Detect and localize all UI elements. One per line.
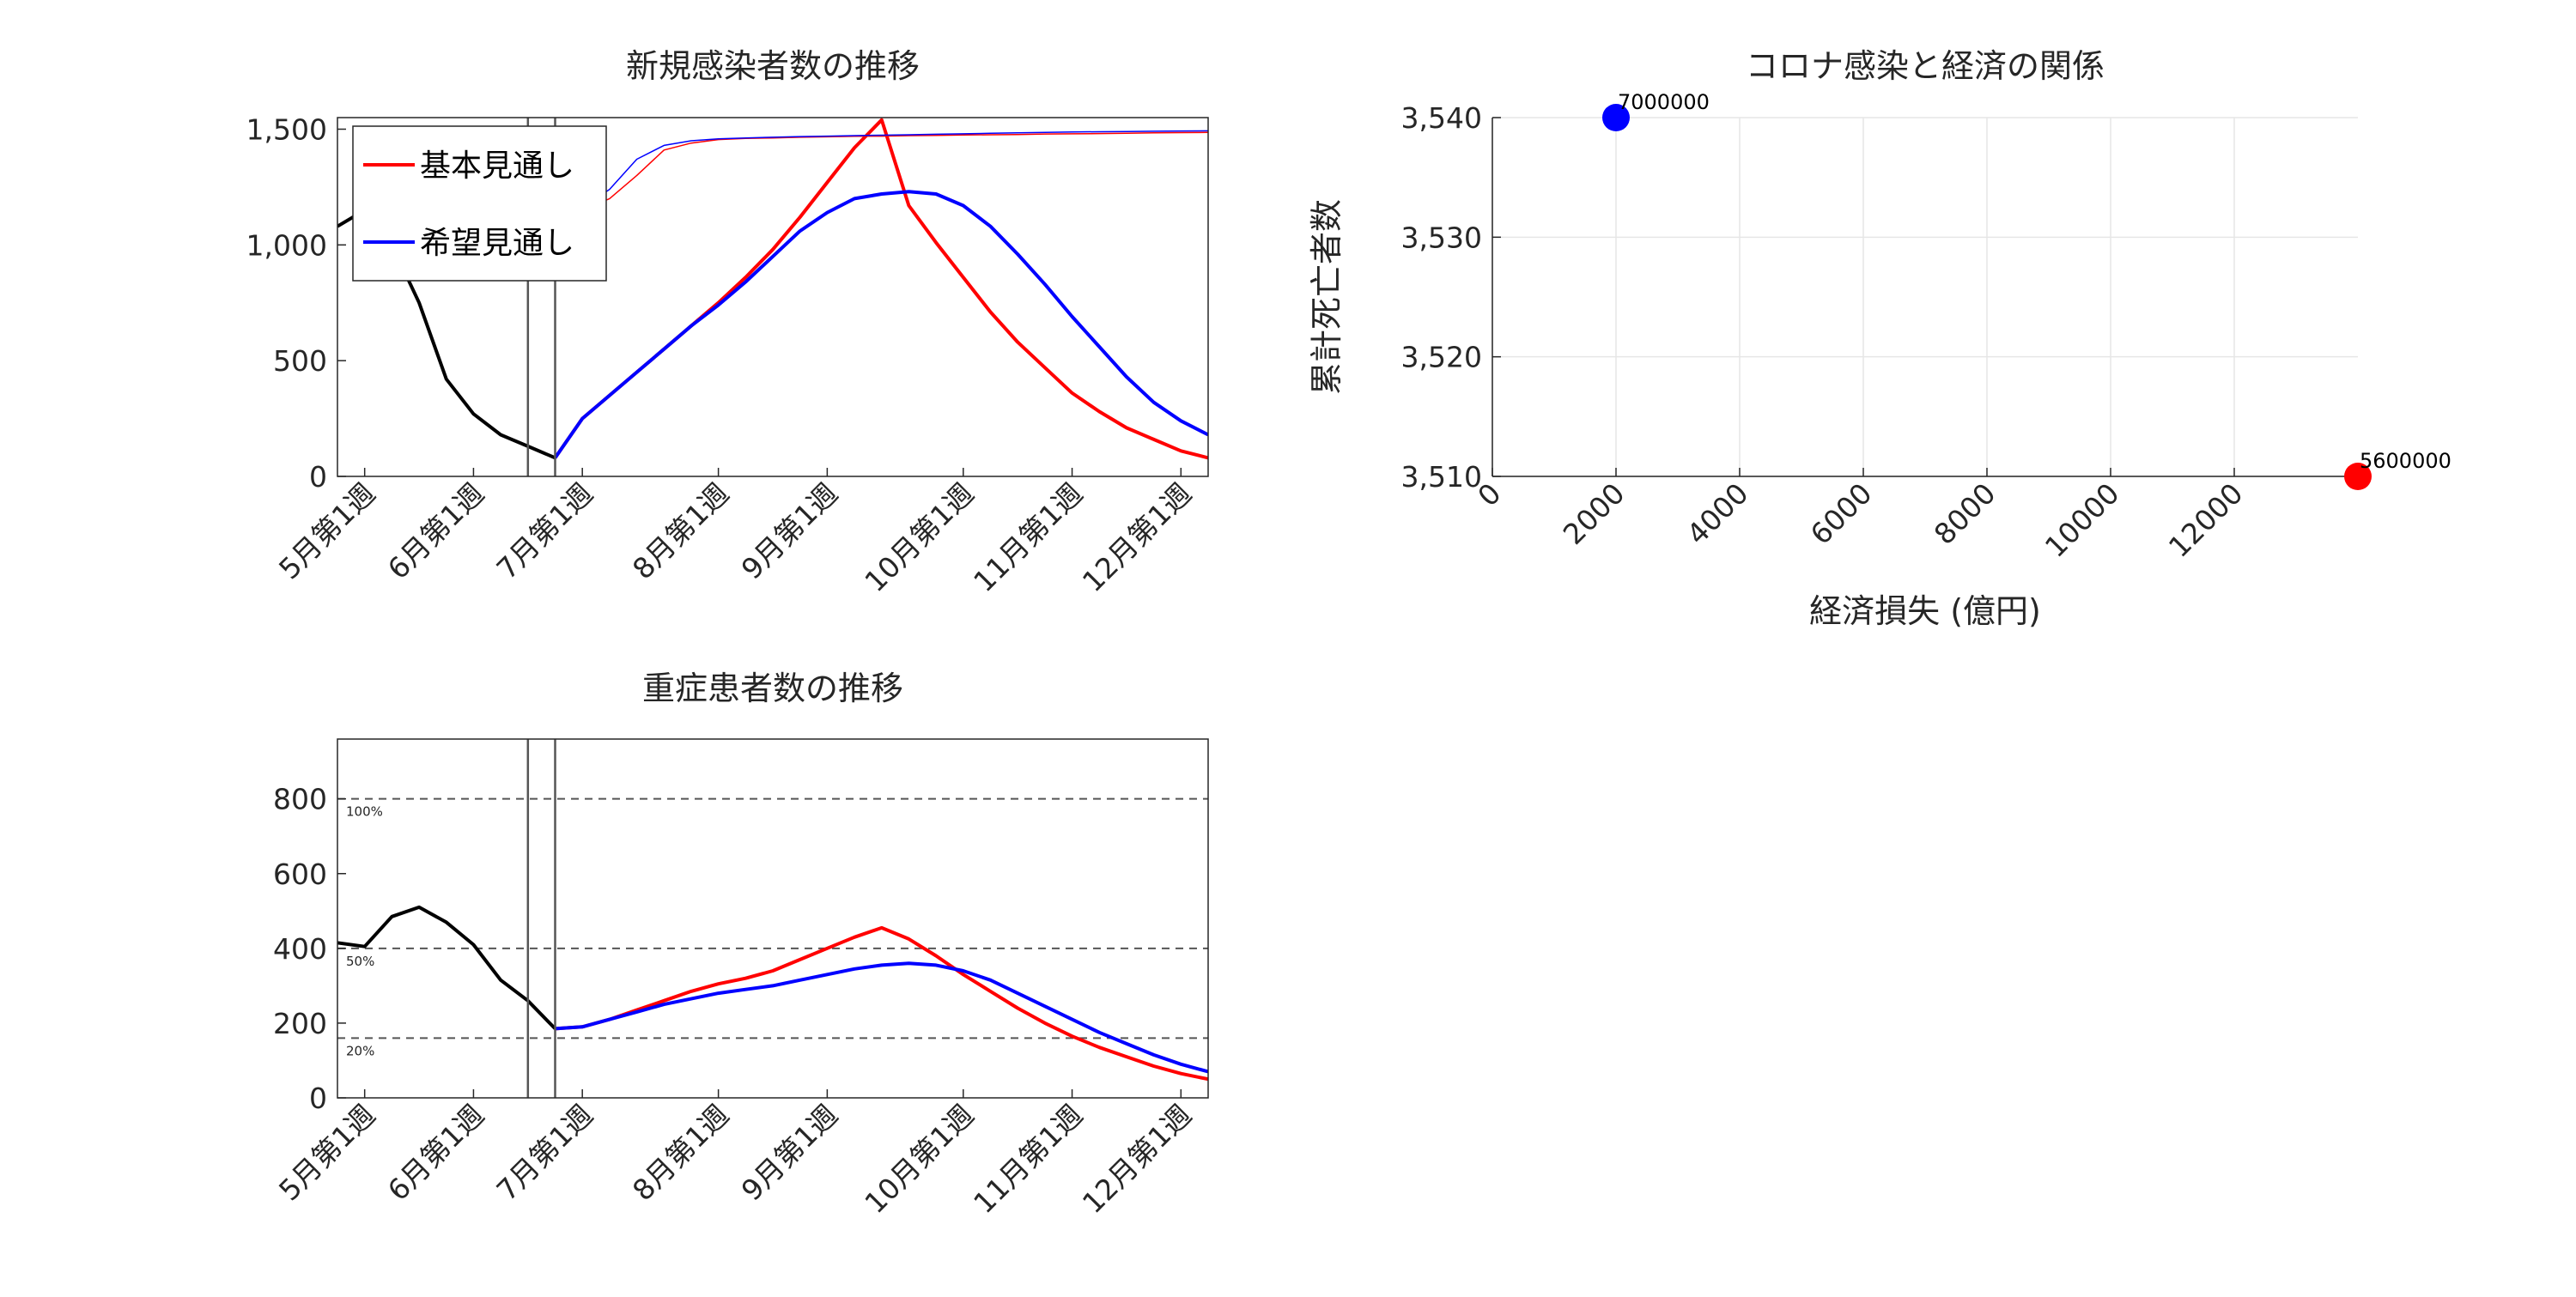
reference-line-label: 20% — [346, 1043, 374, 1058]
y-tick-label: 3,540 — [1401, 101, 1482, 135]
y-tick-label: 200 — [273, 1007, 327, 1040]
series-line — [555, 925, 1208, 1082]
series-line-- — [553, 190, 1208, 459]
plot-area — [337, 797, 1208, 1082]
reference-line-label: 100% — [346, 804, 383, 820]
y-tick-label: 3,520 — [1401, 341, 1482, 374]
y-tick-label: 3,510 — [1401, 460, 1482, 494]
y-tick-label: 500 — [273, 344, 327, 378]
x-axis-label: 経済損失 (億円) — [1809, 592, 2041, 630]
legend-label: 基本見通し — [420, 148, 574, 184]
y-tick-label: 1,500 — [246, 112, 327, 146]
y-tick-label: 400 — [273, 932, 327, 966]
chart-title: 新規感染者数の推移 — [626, 47, 920, 85]
series-line — [555, 130, 1208, 223]
chart-title: 重症患者数の推移 — [642, 670, 903, 707]
series-line — [555, 131, 1208, 223]
y-axis-label: 累計死亡者数 — [1308, 199, 1346, 395]
point-label: 7000000 — [1618, 90, 1710, 114]
y-tick-label: 800 — [273, 783, 327, 816]
scatter-point — [2344, 463, 2372, 490]
y-tick-label: 3,530 — [1401, 221, 1482, 254]
axes-frame — [337, 117, 1209, 477]
point-label: 5600000 — [2360, 449, 2451, 473]
y-tick-label: 600 — [273, 858, 327, 891]
series-line — [555, 961, 1208, 1074]
y-tick-label: 0 — [309, 1082, 327, 1115]
scatter-point — [1602, 104, 1630, 131]
legend-box — [352, 125, 607, 282]
series-line — [337, 905, 556, 1030]
reference-line-label: 50% — [346, 954, 374, 969]
legend-label: 希望見通し — [420, 226, 574, 261]
axes-frame — [337, 738, 1209, 1099]
chart-title: コロナ感染と経済の関係 — [1746, 47, 2105, 85]
y-tick-label: 0 — [309, 460, 327, 494]
y-tick-label: 1,000 — [246, 228, 327, 262]
